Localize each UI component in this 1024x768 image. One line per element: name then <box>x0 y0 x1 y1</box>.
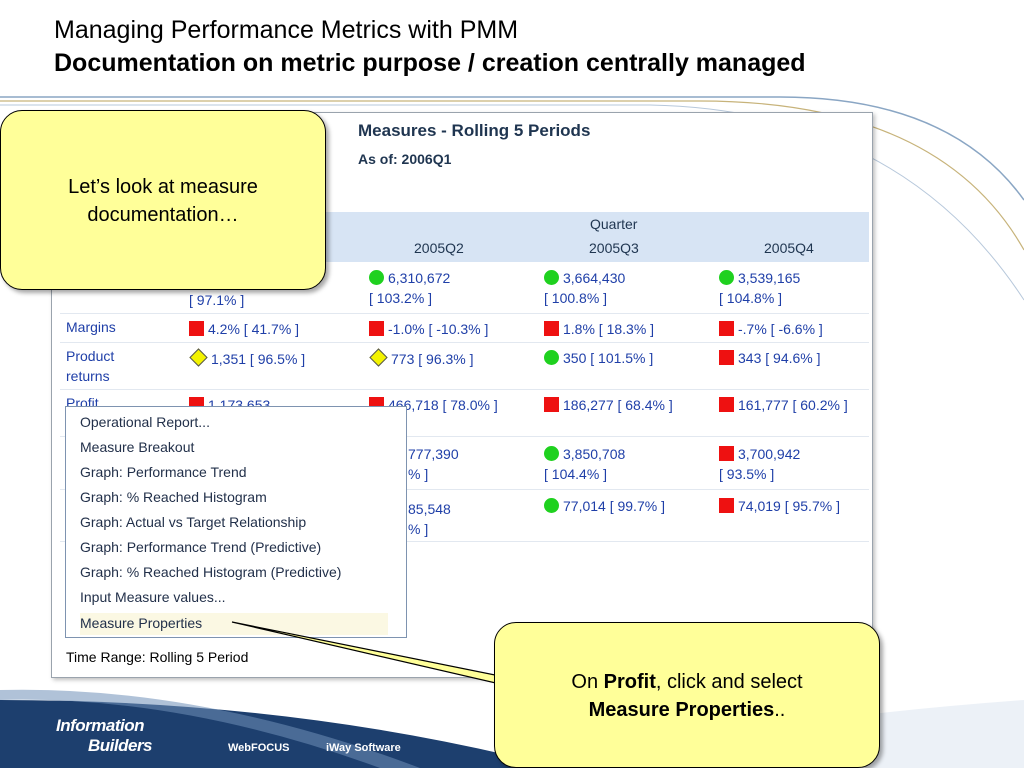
table-cell[interactable]: 1.8% [ 18.3% ] <box>544 319 654 339</box>
row-divider <box>60 342 869 343</box>
table-cell[interactable]: 3,700,942[ 93.5% ] <box>719 446 801 482</box>
red-status-icon <box>719 321 734 336</box>
row-label-margins[interactable]: Margins <box>66 319 116 335</box>
table-cell[interactable]: 1,351 [ 96.5% ] <box>189 348 305 369</box>
green-status-icon <box>719 270 734 285</box>
time-range-label: Time Range: Rolling 5 Period <box>66 649 249 665</box>
company-logo: Information <box>56 716 145 735</box>
callout-bottom-text: On Profit, click and select Measure Prope… <box>571 671 803 721</box>
menu-item-actual-vs-target[interactable]: Graph: Actual vs Target Relationship <box>80 514 307 530</box>
footer-product-webfocus: WebFOCUS <box>228 742 290 754</box>
table-cell[interactable]: 777,390% ] <box>408 446 459 482</box>
green-status-icon <box>544 446 559 461</box>
footer-product-iway: iWay Software <box>326 742 401 754</box>
table-cell[interactable]: 77,014 [ 99.7% ] <box>544 496 665 516</box>
table-cell[interactable]: 6,310,672[ 103.2% ] <box>369 270 451 306</box>
table-cell[interactable]: 85,548% ] <box>408 501 451 537</box>
context-menu: Operational Report... Measure Breakout G… <box>65 406 407 638</box>
row-divider <box>60 541 869 542</box>
slide-title: Managing Performance Metrics with PMM <box>54 16 519 44</box>
column-group-header: Quarter <box>590 216 638 232</box>
yellow-status-icon <box>369 348 388 367</box>
row-label-product-returns[interactable]: Product returns <box>66 348 115 384</box>
table-cell[interactable]: 773 [ 96.3% ] <box>369 348 474 369</box>
table-cell[interactable]: 74,019 [ 95.7% ] <box>719 496 840 516</box>
menu-item-measure-breakout[interactable]: Measure Breakout <box>80 439 195 455</box>
table-cell[interactable]: 186,277 [ 68.4% ] <box>544 395 673 415</box>
slide-subtitle: Documentation on metric purpose / creati… <box>54 49 806 77</box>
callout-top: Let’s look at measure documentation… <box>0 110 326 290</box>
menu-item-performance-trend[interactable]: Graph: Performance Trend <box>80 464 247 480</box>
report-as-of: As of: 2006Q1 <box>358 151 452 167</box>
green-status-icon <box>544 498 559 513</box>
row-divider <box>60 389 869 390</box>
green-status-icon <box>544 350 559 365</box>
table-cell[interactable]: 161,777 [ 60.2% ] <box>719 395 848 415</box>
column-header: 2005Q4 <box>764 240 814 256</box>
menu-item-reached-histogram-predictive[interactable]: Graph: % Reached Histogram (Predictive) <box>80 564 342 580</box>
green-status-icon <box>544 270 559 285</box>
menu-item-measure-properties[interactable]: Measure Properties <box>80 615 203 631</box>
green-status-icon <box>369 270 384 285</box>
callout-bottom: On Profit, click and select Measure Prope… <box>494 622 880 768</box>
red-status-icon <box>544 397 559 412</box>
red-status-icon <box>369 321 384 336</box>
table-cell[interactable]: 3,664,430[ 100.8% ] <box>544 270 626 306</box>
red-status-icon <box>719 446 734 461</box>
report-title: Measures - Rolling 5 Periods <box>358 121 591 140</box>
column-header: 2005Q3 <box>589 240 639 256</box>
table-cell[interactable]: [ 97.1% ] <box>189 292 245 308</box>
menu-item-input-measure-values[interactable]: Input Measure values... <box>80 589 226 605</box>
red-status-icon <box>719 397 734 412</box>
row-divider <box>60 436 869 437</box>
red-status-icon <box>719 498 734 513</box>
menu-item-reached-histogram[interactable]: Graph: % Reached Histogram <box>80 489 267 505</box>
table-cell[interactable]: -1.0% [ -10.3% ] <box>369 319 488 339</box>
red-status-icon <box>719 350 734 365</box>
red-status-icon <box>544 321 559 336</box>
company-logo-line2: Builders <box>88 736 153 755</box>
table-cell[interactable]: 4.2% [ 41.7% ] <box>189 319 299 339</box>
menu-item-performance-trend-predictive[interactable]: Graph: Performance Trend (Predictive) <box>80 539 322 555</box>
table-cell[interactable]: 3,539,165[ 104.8% ] <box>719 270 801 306</box>
table-cell[interactable]: 350 [ 101.5% ] <box>544 348 653 368</box>
table-cell[interactable]: 3,850,708[ 104.4% ] <box>544 446 626 482</box>
yellow-status-icon <box>189 348 208 367</box>
table-cell[interactable]: 343 [ 94.6% ] <box>719 348 821 368</box>
red-status-icon <box>189 321 204 336</box>
table-cell[interactable]: -.7% [ -6.6% ] <box>719 319 823 339</box>
column-header: 2005Q2 <box>414 240 464 256</box>
menu-item-operational-report[interactable]: Operational Report... <box>80 414 210 430</box>
callout-top-text: Let’s look at measure documentation… <box>68 176 258 226</box>
row-divider <box>60 313 869 314</box>
row-divider <box>60 489 869 490</box>
